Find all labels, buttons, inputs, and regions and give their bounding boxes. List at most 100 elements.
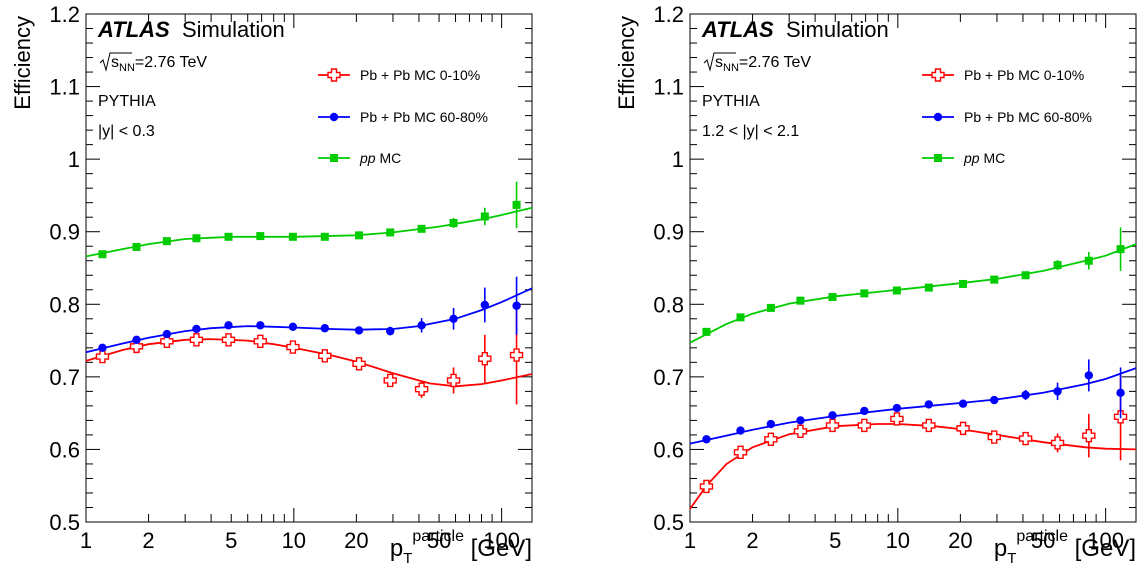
x-tick-label: 10 <box>282 528 306 553</box>
legend-marker <box>934 154 942 162</box>
data-point <box>288 232 297 241</box>
y-tick-label: 0.9 <box>653 220 684 245</box>
points-pbpb-peripheral <box>98 276 521 353</box>
data-point <box>1053 387 1062 396</box>
data-point <box>1084 371 1094 380</box>
legend-label: pp MC <box>963 150 1005 166</box>
data-point <box>192 234 201 243</box>
data-point <box>796 416 805 425</box>
x-tick-label: 5 <box>829 528 841 553</box>
data-point <box>702 327 711 336</box>
data-point <box>162 329 172 339</box>
legend-label: Pb + Pb MC 0-10% <box>964 67 1084 83</box>
data-point <box>987 430 1001 444</box>
y-tick-label: 1.1 <box>49 75 80 100</box>
x-tick-label: 1 <box>80 528 92 553</box>
fit-curve-pp <box>85 206 533 258</box>
y-tick-label: 1.2 <box>49 2 80 27</box>
data-point <box>1082 428 1096 443</box>
y-tick-label: 0.6 <box>653 437 684 462</box>
data-point <box>414 382 429 396</box>
data-point <box>160 334 174 348</box>
data-point <box>355 231 364 240</box>
x-tick-label: 5 <box>225 528 237 553</box>
simulation-label: Simulation <box>182 17 285 42</box>
legend-marker <box>931 68 945 82</box>
fit-line-pbpb-central <box>85 338 533 388</box>
x-tick-label: 10 <box>886 528 910 553</box>
chart-svg-forward: 1 2 5 10 20 50 100 0.5 0.6 0.7 0.8 0.9 1 1.1 1.2 Effici… <box>614 2 1137 567</box>
points-pbpb-central <box>699 373 1128 494</box>
data-point <box>162 237 171 246</box>
atlas-label: ATLAS <box>701 17 774 42</box>
data-point <box>860 406 869 416</box>
data-point <box>221 333 236 347</box>
data-point <box>449 219 458 228</box>
data-point <box>446 373 461 388</box>
data-point <box>95 349 110 364</box>
y-tick-label: 0.6 <box>49 437 80 462</box>
legend: Pb + Pb MC 0-10% Pb + Pb MC 60-80% pp MC <box>922 67 1092 166</box>
x-tick-label: 20 <box>344 528 368 553</box>
legend-label: Pb + Pb MC 0-10% <box>360 67 480 83</box>
fit-line-pbpb-peripheral <box>689 367 1137 445</box>
legend-marker <box>329 112 339 122</box>
data-point <box>702 435 711 444</box>
x-axis-label: pTparticle [GeV] <box>994 528 1136 565</box>
data-point <box>1018 431 1033 446</box>
simulation-label: Simulation <box>786 17 889 42</box>
atlas-label: ATLAS <box>97 17 170 42</box>
data-point <box>736 313 745 322</box>
data-point <box>224 321 233 330</box>
data-point <box>354 326 364 335</box>
data-point <box>890 412 904 426</box>
fit-line-pp <box>85 206 533 258</box>
data-point <box>766 303 775 312</box>
data-point <box>189 333 204 347</box>
fit-curve-pbpb-central <box>689 423 1137 510</box>
y-tick-label: 0.5 <box>49 510 80 535</box>
data-point <box>129 339 144 354</box>
data-point <box>990 275 999 284</box>
data-point <box>1050 436 1065 450</box>
fit-line-pp <box>689 243 1137 344</box>
data-point <box>320 232 329 241</box>
data-point <box>224 232 233 241</box>
y-tick-label: 0.9 <box>49 220 80 245</box>
data-point <box>512 200 521 209</box>
data-point <box>480 212 489 221</box>
y-axis-label: Efficiency <box>10 16 35 110</box>
data-point <box>478 352 492 366</box>
generator-annotation: PYTHIA <box>702 93 760 110</box>
sqrt-sign <box>703 52 736 72</box>
y-tick-label: 0.8 <box>49 292 80 317</box>
sqrt-s-annotation: sNN=2.76 TeV <box>715 54 811 74</box>
data-point <box>512 301 521 310</box>
data-point <box>766 419 776 429</box>
y-tick-label: 1.2 <box>653 2 684 27</box>
y-axis-label: Efficiency <box>614 16 639 110</box>
fit-curve-pbpb-peripheral <box>689 367 1137 445</box>
data-point <box>480 300 490 310</box>
points-pbpb-central <box>95 305 524 405</box>
data-point <box>1116 245 1125 254</box>
data-point <box>796 296 805 305</box>
plot-frame <box>689 13 1137 523</box>
data-point <box>1116 388 1125 398</box>
fit-curve-pp <box>689 243 1137 344</box>
data-point <box>922 418 936 433</box>
data-point <box>1053 261 1062 270</box>
x-axis-label: pTparticle [GeV] <box>390 528 532 565</box>
data-point <box>383 373 397 388</box>
rapidity-annotation: |y| < 0.3 <box>98 123 155 140</box>
data-point <box>924 400 934 409</box>
x-tick-label: 100 <box>483 528 520 553</box>
data-point <box>764 432 778 446</box>
x-tick-label: 20 <box>948 528 972 553</box>
data-point <box>793 424 808 438</box>
efficiency-chart-forward: 1 2 5 10 20 50 100 0.5 0.6 0.7 0.8 0.9 1 1.1 1.2 Effici… <box>604 0 1148 570</box>
x-tick-label: 2 <box>142 528 154 553</box>
data-point <box>860 289 869 298</box>
points-pp <box>702 227 1125 336</box>
data-point <box>449 314 458 323</box>
